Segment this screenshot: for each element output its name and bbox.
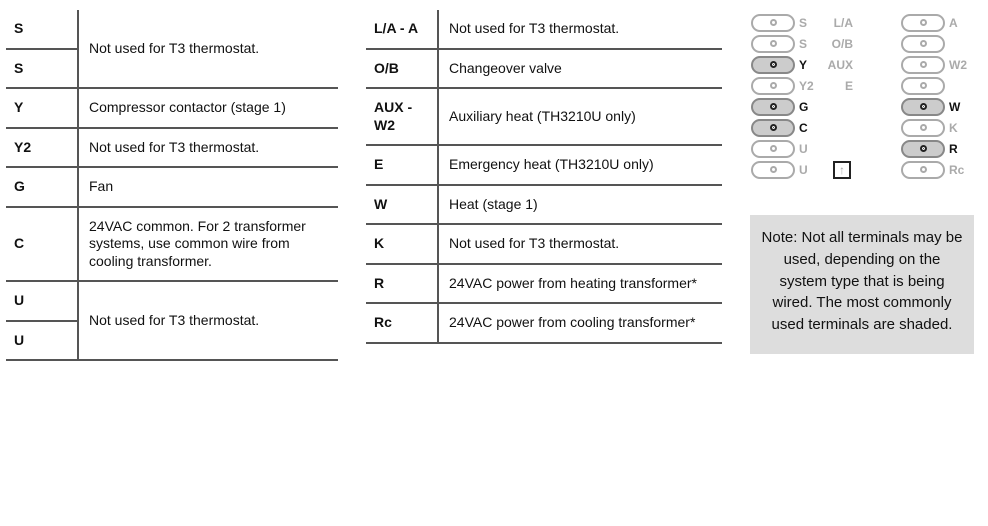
terminal-letter: U: [795, 142, 821, 156]
terminal-slot: [751, 119, 795, 137]
terminal-row: YAUX: [751, 54, 857, 75]
term-desc: Compressor contactor (stage 1): [78, 88, 338, 128]
terminal-row: K: [901, 117, 973, 138]
terminal-letter: G: [795, 100, 821, 114]
term-desc: Not used for T3 thermostat.: [78, 10, 338, 88]
term-desc: 24VAC power from heating transformer*: [438, 264, 722, 304]
terminal-slot: [901, 98, 945, 116]
terminal-slot: [901, 140, 945, 158]
terminal-row: Rc: [901, 159, 973, 180]
term-desc: Auxiliary heat (TH3210U only): [438, 88, 722, 145]
terminal-slot: [751, 77, 795, 95]
term-desc: 24VAC common. For 2 transformer systems,…: [78, 207, 338, 282]
term-desc: Heat (stage 1): [438, 185, 722, 225]
term-label: U: [6, 321, 78, 361]
terminal-bank-right: A W2 WKR Rc: [901, 12, 973, 180]
terminal-slot: [901, 161, 945, 179]
term-desc: Not used for T3 thermostat.: [78, 128, 338, 168]
terminal-slot: [751, 56, 795, 74]
terminal-letter: R: [945, 142, 973, 156]
term-label: K: [366, 224, 438, 264]
right-table-column: L/A - ANot used for T3 thermostat.O/BCha…: [366, 10, 722, 361]
terminal-row: W2: [901, 54, 973, 75]
terminal-row: R: [901, 138, 973, 159]
terminal-letter: S: [795, 16, 821, 30]
terminal-letter: W2: [945, 58, 973, 72]
terminal-row: W: [901, 96, 973, 117]
term-desc: Not used for T3 thermostat.: [438, 224, 722, 264]
term-label: C: [6, 207, 78, 282]
terminal-row: SL/A: [751, 12, 857, 33]
terminal-row: G: [751, 96, 857, 117]
terminal-slot: [901, 119, 945, 137]
note-box: Note: Not all terminals may be used, dep…: [750, 215, 974, 354]
term-desc: Not used for T3 thermostat.: [78, 281, 338, 360]
term-desc: Changeover valve: [438, 49, 722, 89]
terminal-slot: [901, 35, 945, 53]
terminal-row: A: [901, 12, 973, 33]
term-label: Rc: [366, 303, 438, 343]
terminal-slot: [751, 140, 795, 158]
term-label: Y2: [6, 128, 78, 168]
up-arrow-icon: ↑: [833, 161, 851, 179]
terminal-header-label: AUX: [821, 58, 857, 72]
term-label: E: [366, 145, 438, 185]
terminal-letter: U: [795, 163, 821, 177]
term-label: S: [6, 10, 78, 49]
terminal-header-label: O/B: [821, 37, 857, 51]
terminal-row: [901, 75, 973, 96]
right-panel: SL/ASO/BYAUXY2EGCUU↑ AW2WKRRc Note: Not …: [750, 10, 974, 361]
terminal-header-label: L/A: [821, 16, 857, 30]
terminal-header-label: ↑: [821, 161, 857, 179]
term-label: L/A - A: [366, 10, 438, 49]
terminal-letter: S: [795, 37, 821, 51]
terminal-letter: Y2: [795, 79, 821, 93]
term-label: Y: [6, 88, 78, 128]
terminal-row: Y2E: [751, 75, 857, 96]
term-label: W: [366, 185, 438, 225]
term-label: AUX - W2: [366, 88, 438, 145]
term-desc: Emergency heat (TH3210U only): [438, 145, 722, 185]
terminal-slot: [901, 56, 945, 74]
term-desc: Not used for T3 thermostat.: [438, 10, 722, 49]
term-desc: 24VAC power from cooling transformer*: [438, 303, 722, 343]
terminal-slot: [751, 35, 795, 53]
terminal-table-right: L/A - ANot used for T3 thermostat.O/BCha…: [366, 10, 722, 344]
terminal-letter: C: [795, 121, 821, 135]
term-label: U: [6, 281, 78, 321]
terminal-slot: [901, 77, 945, 95]
terminal-slot: [751, 14, 795, 32]
term-label: O/B: [366, 49, 438, 89]
terminal-row: SO/B: [751, 33, 857, 54]
terminal-letter: Y: [795, 58, 821, 72]
page: SNot used for T3 thermostat.SYCompressor…: [0, 0, 988, 371]
term-label: G: [6, 167, 78, 207]
term-desc: Fan: [78, 167, 338, 207]
terminal-slot: [901, 14, 945, 32]
term-label: S: [6, 49, 78, 89]
terminal-bank-left: SL/ASO/BYAUXY2EGCUU↑: [751, 12, 857, 180]
terminal-letter: A: [945, 16, 973, 30]
terminal-letter: Rc: [945, 163, 973, 177]
terminal-header-label: E: [821, 79, 857, 93]
terminal-row: C: [751, 117, 857, 138]
terminal-letter: K: [945, 121, 973, 135]
terminal-row: U↑: [751, 159, 857, 180]
terminal-slot: [751, 98, 795, 116]
left-table-column: SNot used for T3 thermostat.SYCompressor…: [6, 10, 338, 361]
terminal-letter: W: [945, 100, 973, 114]
terminal-row: [901, 33, 973, 54]
terminal-table-left: SNot used for T3 thermostat.SYCompressor…: [6, 10, 338, 361]
terminal-diagram: SL/ASO/BYAUXY2EGCUU↑ AW2WKRRc: [751, 10, 973, 185]
terminal-slot: [751, 161, 795, 179]
terminal-row: U: [751, 138, 857, 159]
term-label: R: [366, 264, 438, 304]
